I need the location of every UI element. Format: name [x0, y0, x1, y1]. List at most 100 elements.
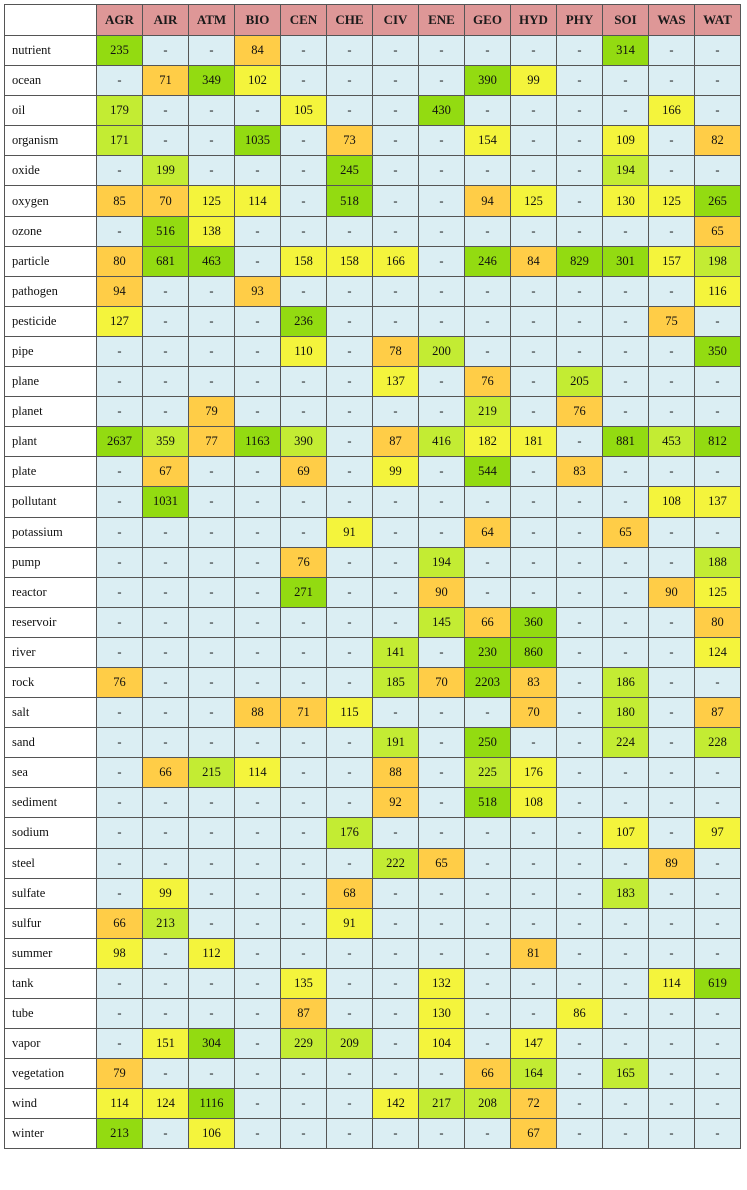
table-cell-ene: -: [418, 907, 465, 939]
table-cell-phy: -: [556, 65, 603, 97]
table-cell-che: -: [326, 757, 373, 789]
table-cell-cen: -: [280, 155, 327, 187]
table-cell-wat: 97: [694, 817, 741, 849]
row-term-label: particle: [4, 245, 97, 277]
row-term-label: sodium: [4, 817, 97, 849]
table-cell-hyd: 164: [510, 1058, 557, 1090]
table-row: salt - - -88 71 115- - -70-180-87: [4, 697, 741, 729]
table-row: pipe - - - -110-78 200- - - - -350: [4, 335, 741, 368]
table-cell-bio: -: [234, 1118, 281, 1150]
table-cell-ene: 104: [418, 1028, 465, 1060]
table-cell-hyd: -: [510, 335, 557, 368]
table-cell-air: -: [142, 1058, 189, 1090]
table-cell-geo: -: [464, 877, 511, 909]
column-header-air: AIR: [142, 4, 189, 36]
table-cell-was: -: [648, 65, 695, 97]
table-cell-was: -: [648, 907, 695, 939]
table-cell-hyd: 99: [510, 65, 557, 97]
table-cell-hyd: -: [510, 877, 557, 909]
table-cell-ene: -: [418, 396, 465, 428]
table-cell-air: -: [142, 697, 189, 729]
table-cell-air: 516: [142, 215, 189, 247]
table-cell-wat: 812: [694, 426, 741, 458]
table-cell-agr: -: [96, 155, 143, 187]
table-cell-geo: 208: [464, 1088, 511, 1120]
table-row: sulfate -99- - -68- - - - -183- -: [4, 877, 741, 909]
table-cell-soi: -: [602, 937, 649, 969]
table-cell-wat: -: [694, 907, 741, 939]
table-cell-cen: 229: [280, 1028, 327, 1060]
table-cell-soi: 224: [602, 727, 649, 759]
table-row: rock 76- - - - -185 70 2203 83-186- -: [4, 666, 741, 699]
table-cell-geo: 66: [464, 606, 511, 638]
table-cell-bio: 114: [234, 757, 281, 789]
table-row: nutrient 235- -84- - - - - - -314- -: [4, 34, 741, 67]
table-row: ocean -71 349 102- - - -390 99- - - -: [4, 65, 741, 97]
table-cell-air: 199: [142, 155, 189, 187]
table-cell-bio: -: [234, 1058, 281, 1090]
table-cell-atm: -: [188, 516, 235, 548]
table-cell-bio: -: [234, 937, 281, 969]
table-row: pump - - - -76- -194- - - - -188: [4, 546, 741, 578]
column-header-soi: SOI: [602, 4, 649, 36]
table-cell-air: -: [142, 95, 189, 127]
table-cell-soi: 881: [602, 426, 649, 458]
table-cell-cen: 110: [280, 335, 327, 368]
table-cell-hyd: -: [510, 516, 557, 548]
table-cell-soi: -: [602, 305, 649, 337]
table-row: oxide -199- - -245- - - - -194- -: [4, 155, 741, 187]
table-cell-was: -: [648, 636, 695, 668]
table-cell-soi: -: [602, 275, 649, 307]
table-cell-hyd: 83: [510, 666, 557, 699]
table-row: vapor -151 304-229 209-104-147- - - -: [4, 1028, 741, 1060]
table-cell-ene: -: [418, 1058, 465, 1090]
table-cell-atm: -: [188, 366, 235, 398]
table-cell-atm: 106: [188, 1118, 235, 1150]
table-cell-was: 90: [648, 576, 695, 608]
table-cell-atm: 138: [188, 215, 235, 247]
table-cell-hyd: 147: [510, 1028, 557, 1060]
table-cell-phy: -: [556, 1088, 603, 1120]
table-cell-wat: 350: [694, 335, 741, 368]
column-header-was: WAS: [648, 4, 695, 36]
table-cell-was: 114: [648, 967, 695, 1000]
table-cell-geo: -: [464, 997, 511, 1030]
table-cell-geo: -: [464, 847, 511, 879]
table-cell-hyd: -: [510, 727, 557, 759]
table-cell-civ: -: [372, 34, 419, 67]
table-cell-agr: -: [96, 606, 143, 638]
table-cell-soi: -: [602, 546, 649, 578]
table-cell-soi: -: [602, 757, 649, 789]
table-cell-civ: -: [372, 185, 419, 217]
table-row: sediment - - - - - -92-518 108- - - -: [4, 787, 741, 819]
table-cell-che: -: [326, 65, 373, 97]
table-cell-bio: -: [234, 967, 281, 1000]
table-cell-agr: 85: [96, 185, 143, 217]
table-cell-cen: -: [280, 486, 327, 518]
table-cell-soi: 130: [602, 185, 649, 217]
table-cell-geo: 2203: [464, 666, 511, 699]
table-cell-air: -: [142, 305, 189, 337]
table-cell-che: -: [326, 787, 373, 819]
table-cell-was: -: [648, 396, 695, 428]
table-cell-was: -: [648, 516, 695, 548]
table-row: pathogen 94- -93- - - - - - - - -116: [4, 275, 741, 307]
table-cell-bio: -: [234, 727, 281, 759]
table-cell-phy: -: [556, 34, 603, 67]
table-cell-bio: 93: [234, 275, 281, 307]
table-cell-bio: -: [234, 997, 281, 1030]
table-cell-agr: -: [96, 335, 143, 368]
table-cell-was: -: [648, 817, 695, 849]
table-cell-soi: -: [602, 65, 649, 97]
table-cell-wat: -: [694, 1118, 741, 1150]
table-row: ozone -516 138- - - - - - - - - -65: [4, 215, 741, 247]
table-row: winter 213-106- - - - - -67- - - -: [4, 1118, 741, 1150]
table-cell-cen: 87: [280, 997, 327, 1030]
table-cell-hyd: -: [510, 95, 557, 127]
table-cell-phy: -: [556, 426, 603, 458]
row-term-label: oxide: [4, 155, 97, 187]
table-cell-atm: -: [188, 34, 235, 67]
table-cell-civ: -: [372, 877, 419, 909]
table-cell-bio: 102: [234, 65, 281, 97]
table-cell-civ: -: [372, 305, 419, 337]
